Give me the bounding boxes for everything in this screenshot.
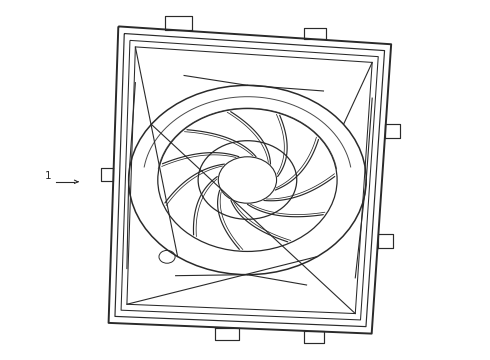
Text: 1: 1: [45, 171, 51, 181]
